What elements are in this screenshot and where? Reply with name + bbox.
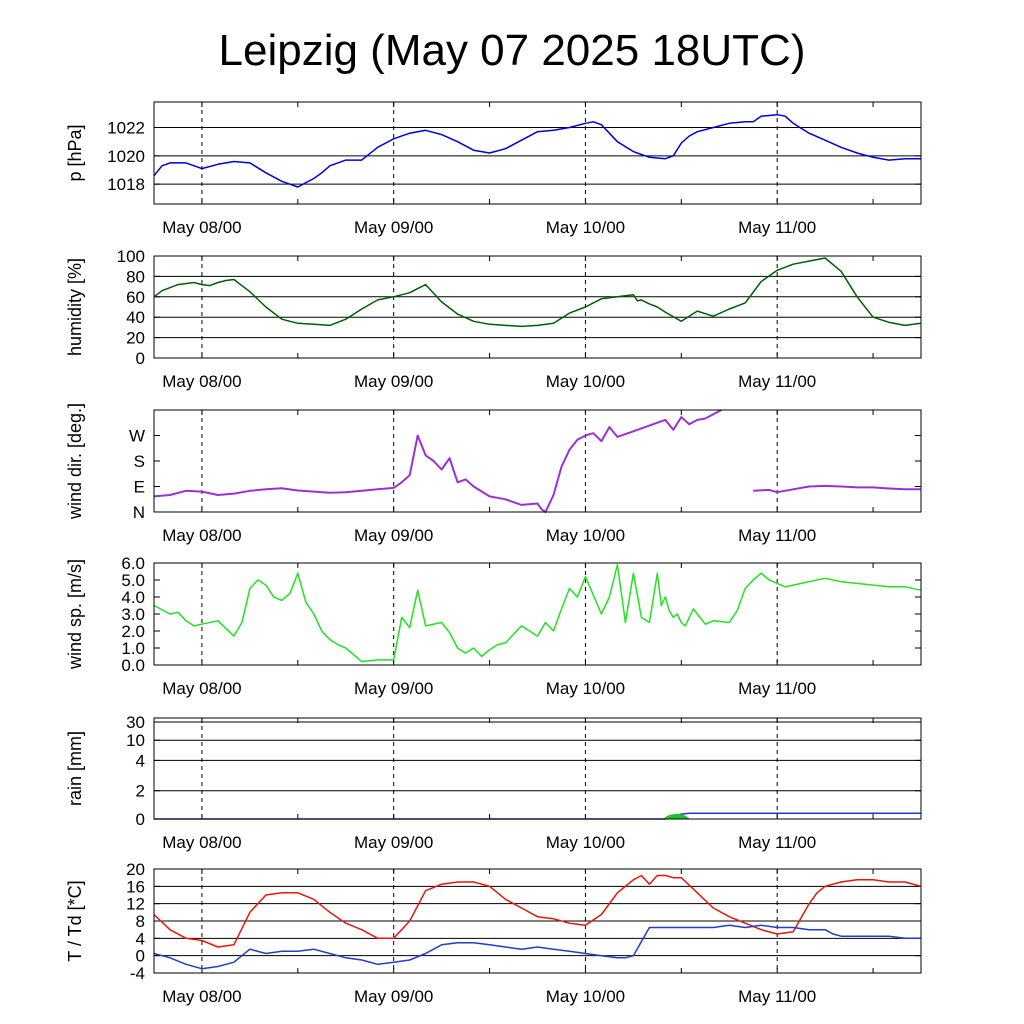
wind-speed-x-tick-label: May 08/00 bbox=[162, 679, 241, 698]
rain-x-tick-label: May 08/00 bbox=[162, 833, 241, 852]
humidity-y-tick-label: 100 bbox=[117, 247, 145, 266]
wind-direction-y-tick-label: N bbox=[133, 503, 145, 522]
humidity-y-tick-label: 40 bbox=[126, 308, 145, 327]
temperature-line bbox=[153, 874, 922, 948]
pressure-x-tick-label: May 10/00 bbox=[546, 218, 625, 237]
dewpoint-line bbox=[153, 924, 921, 970]
rain-x-tick-label: May 10/00 bbox=[546, 833, 625, 852]
wind-speed-frame bbox=[153, 562, 922, 666]
rain-y-axis-label: rain [mm] bbox=[65, 731, 85, 806]
humidity-x-tick-label: May 08/00 bbox=[162, 372, 241, 391]
humidity-frame bbox=[153, 255, 922, 359]
wind-speed-y-tick-label: 4.0 bbox=[121, 588, 145, 607]
wind-direction-y-tick-label: E bbox=[134, 478, 145, 497]
wind-speed-y-axis-label: wind sp. [m/s] bbox=[65, 559, 85, 670]
rain-y-tick-label: 30 bbox=[126, 713, 145, 732]
temperature-dewpoint-frame bbox=[153, 868, 922, 974]
wind-direction-x-tick-label: May 10/00 bbox=[546, 526, 625, 545]
humidity-y-tick-label: 0 bbox=[136, 349, 145, 368]
pressure-x-tick-label: May 09/00 bbox=[354, 218, 433, 237]
rain-x-tick-label: May 11/00 bbox=[738, 833, 816, 852]
rain-total-line bbox=[154, 812, 921, 820]
temperature-dewpoint-x-tick-label: May 08/00 bbox=[162, 987, 241, 1006]
humidity-y-tick-label: 80 bbox=[126, 267, 145, 286]
pressure-y-axis-label: p [hPa] bbox=[65, 124, 85, 181]
pressure-line bbox=[153, 113, 921, 188]
rain-y-tick-label: 0 bbox=[136, 810, 145, 829]
humidity-y-tick-label: 20 bbox=[126, 329, 145, 348]
rain-y-tick-label: 4 bbox=[136, 751, 145, 770]
wind-speed-x-tick-label: May 09/00 bbox=[354, 679, 433, 698]
temperature-dewpoint-y-tick-label: 20 bbox=[126, 860, 145, 879]
rain-x-tick-label: May 09/00 bbox=[354, 833, 433, 852]
rain-y-tick-label: 10 bbox=[126, 731, 145, 750]
temperature-dewpoint-y-tick-label: 4 bbox=[136, 929, 145, 948]
rain-y-tick-label: 2 bbox=[136, 782, 145, 801]
pressure-panel: 1018 1020 1022 May 08/00 May 09/00 May 10/00 M… bbox=[65, 101, 922, 237]
pressure-y-tick-label: 1022 bbox=[107, 119, 145, 138]
chart-title: Leipzig (May 07 2025 18UTC) bbox=[218, 26, 806, 75]
pressure-frame bbox=[153, 101, 922, 205]
rain-rate-area bbox=[664, 813, 691, 820]
wind-direction-x-tick-label: May 09/00 bbox=[354, 526, 433, 545]
temperature-dewpoint-x-tick-label: May 11/00 bbox=[738, 987, 816, 1006]
wind-speed-panel: 0.01.02.03.04.05.06.0 May 08/00 May 09/00 M… bbox=[65, 554, 922, 698]
temperature-dewpoint-y-tick-label: -4 bbox=[130, 964, 145, 983]
temperature-dewpoint-y-tick-label: 0 bbox=[136, 947, 145, 966]
temperature-dewpoint-x-tick-label: May 10/00 bbox=[546, 987, 625, 1006]
temperature-dewpoint-y-axis-label: T / Td [*C] bbox=[65, 880, 85, 961]
pressure-y-tick-label: 1018 bbox=[107, 175, 145, 194]
wind-speed-y-tick-label: 3.0 bbox=[121, 605, 145, 624]
wind-speed-x-tick-label: May 10/00 bbox=[546, 679, 625, 698]
wind-speed-y-tick-label: 0.0 bbox=[121, 656, 145, 675]
wind-direction-frame bbox=[153, 409, 922, 513]
pressure-x-tick-label: May 08/00 bbox=[162, 218, 241, 237]
wind-direction-x-tick-label: May 11/00 bbox=[738, 526, 816, 545]
wind-speed-y-tick-label: 2.0 bbox=[121, 622, 145, 641]
temperature-dewpoint-y-tick-label: 16 bbox=[126, 877, 145, 896]
wind-speed-line bbox=[153, 563, 922, 663]
wind-direction-y-tick-label: S bbox=[134, 452, 145, 471]
humidity-y-tick-label: 60 bbox=[126, 288, 145, 307]
humidity-line bbox=[153, 257, 922, 328]
wind-direction-x-tick-label: May 08/00 bbox=[162, 526, 241, 545]
wind-speed-x-tick-label: May 11/00 bbox=[738, 679, 816, 698]
humidity-x-tick-label: May 09/00 bbox=[354, 372, 433, 391]
humidity-y-axis-label: humidity [%] bbox=[65, 258, 85, 356]
wind-direction-y-axis-label: wind dir. [deg.] bbox=[65, 403, 85, 520]
wind-speed-y-tick-label: 1.0 bbox=[121, 639, 145, 658]
temperature-dewpoint-y-tick-label: 12 bbox=[126, 895, 145, 914]
humidity-x-tick-label: May 11/00 bbox=[738, 372, 816, 391]
temperature-dewpoint-x-tick-label: May 09/00 bbox=[354, 987, 433, 1006]
temperature-dewpoint-y-tick-label: 8 bbox=[136, 912, 145, 931]
wind-direction-y-tick-label: W bbox=[129, 427, 145, 446]
pressure-x-tick-label: May 11/00 bbox=[738, 218, 816, 237]
humidity-x-tick-label: May 10/00 bbox=[546, 372, 625, 391]
wind-dir-line bbox=[153, 409, 921, 513]
wind-speed-y-tick-label: 6.0 bbox=[121, 554, 145, 573]
rain-frame bbox=[153, 717, 922, 820]
wind-speed-y-tick-label: 5.0 bbox=[121, 571, 145, 590]
pressure-y-tick-label: 1020 bbox=[107, 147, 145, 166]
